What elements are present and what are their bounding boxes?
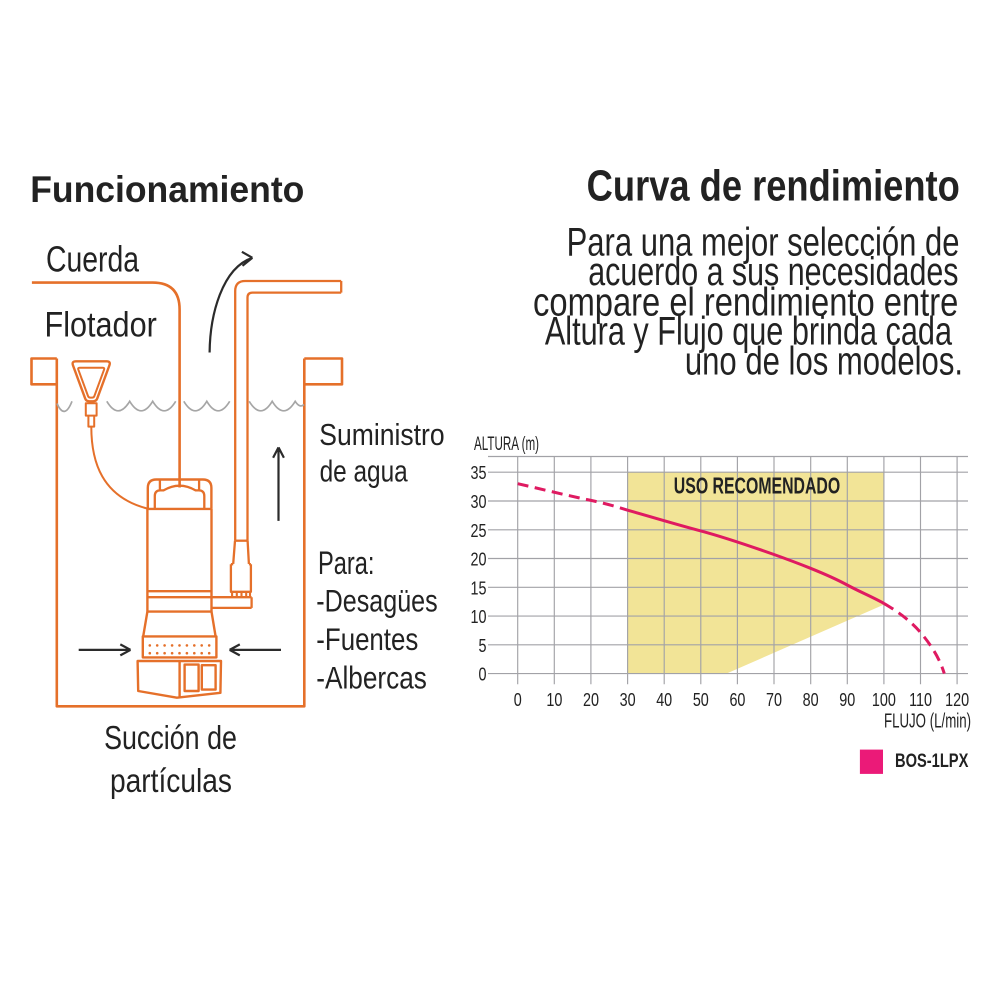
svg-text:30: 30 <box>620 689 636 710</box>
svg-text:70: 70 <box>766 689 782 710</box>
svg-text:-Fuentes: -Fuentes <box>316 623 418 658</box>
svg-text:120: 120 <box>945 689 969 710</box>
svg-text:Para una mejor selección de: Para una mejor selección de <box>567 220 960 264</box>
svg-text:ALTURA (m): ALTURA (m) <box>474 434 539 455</box>
svg-text:100: 100 <box>872 689 896 710</box>
svg-text:uno de los modelos.: uno de los modelos. <box>685 339 963 383</box>
svg-text:10: 10 <box>546 689 562 710</box>
svg-text:compare el rendimiento entre: compare el rendimiento entre <box>533 279 958 324</box>
svg-text:USO RECOMENDADO: USO RECOMENDADO <box>674 474 840 500</box>
svg-text:20: 20 <box>583 689 599 710</box>
svg-text:90: 90 <box>839 689 855 710</box>
svg-text:Para:: Para: <box>318 546 375 581</box>
svg-text:Succión de: Succión de <box>104 720 237 756</box>
svg-text:10: 10 <box>471 606 487 627</box>
svg-text:60: 60 <box>729 689 745 710</box>
svg-text:-Albercas: -Albercas <box>316 662 427 697</box>
svg-text:40: 40 <box>656 689 672 710</box>
svg-text:Funcionamiento: Funcionamiento <box>30 168 304 210</box>
svg-text:Altura y Flujo que brinda cada: Altura y Flujo que brinda cada <box>545 310 952 354</box>
svg-text:15: 15 <box>471 577 487 598</box>
svg-text:110: 110 <box>909 689 932 710</box>
svg-text:0: 0 <box>479 664 487 685</box>
svg-text:5: 5 <box>479 635 487 656</box>
svg-text:Suministro: Suministro <box>319 418 444 452</box>
svg-text:30: 30 <box>471 491 487 512</box>
svg-text:20: 20 <box>471 549 487 570</box>
svg-text:80: 80 <box>803 689 819 710</box>
svg-text:Cuerda: Cuerda <box>46 239 140 279</box>
svg-text:25: 25 <box>471 520 487 541</box>
svg-text:FLUJO (L/min): FLUJO (L/min) <box>884 710 971 732</box>
svg-text:acuerdo a sus necesidades: acuerdo a sus necesidades <box>588 250 958 294</box>
svg-text:Curva de rendimiento: Curva de rendimiento <box>587 160 960 210</box>
svg-text:-Desagües: -Desagües <box>316 584 437 619</box>
svg-text:0: 0 <box>514 689 522 710</box>
svg-text:Flotador: Flotador <box>45 305 157 344</box>
svg-text:partículas: partículas <box>110 763 232 800</box>
svg-text:de agua: de agua <box>320 454 409 488</box>
svg-text:50: 50 <box>693 689 709 710</box>
svg-text:35: 35 <box>471 462 487 483</box>
svg-text:BOS-1LPX: BOS-1LPX <box>895 749 969 772</box>
